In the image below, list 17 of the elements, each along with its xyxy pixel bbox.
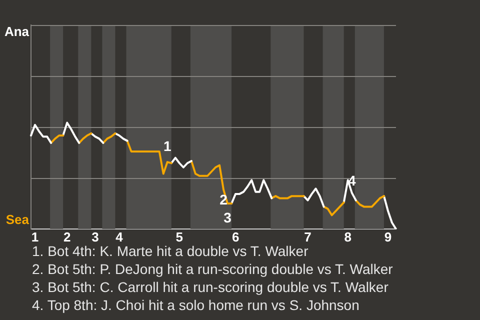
x-tick-label: 1 <box>31 229 39 244</box>
text: 2. Bot 5th: P. DeJong hit a run-scoring double vs T. Walker <box>32 260 393 278</box>
text: Sea <box>6 212 29 227</box>
x-tick-label: 4 <box>116 229 124 244</box>
annotation: 3 <box>224 209 232 226</box>
x-tick-label: 9 <box>384 229 392 244</box>
x-tick-label: 8 <box>344 229 352 244</box>
text: Ana <box>4 24 29 39</box>
x-tick-label: 6 <box>232 229 240 244</box>
text: 3. Bot 5th: C. Carroll hit a run-scoring double vs T. Walker <box>32 278 390 296</box>
text: 1. Bot 4th: K. Marte hit a double vs T. Walker <box>32 243 308 259</box>
x-tick-label: 3 <box>92 229 99 244</box>
x-tick-label: 7 <box>304 229 312 244</box>
x-tick-label: 2 <box>63 229 71 244</box>
text: 4. Top 8th: J. Choi hit a solo home run vs S. Johnson <box>32 296 360 314</box>
x-tick-label: 5 <box>176 229 184 244</box>
annotation: 1 <box>163 138 172 154</box>
